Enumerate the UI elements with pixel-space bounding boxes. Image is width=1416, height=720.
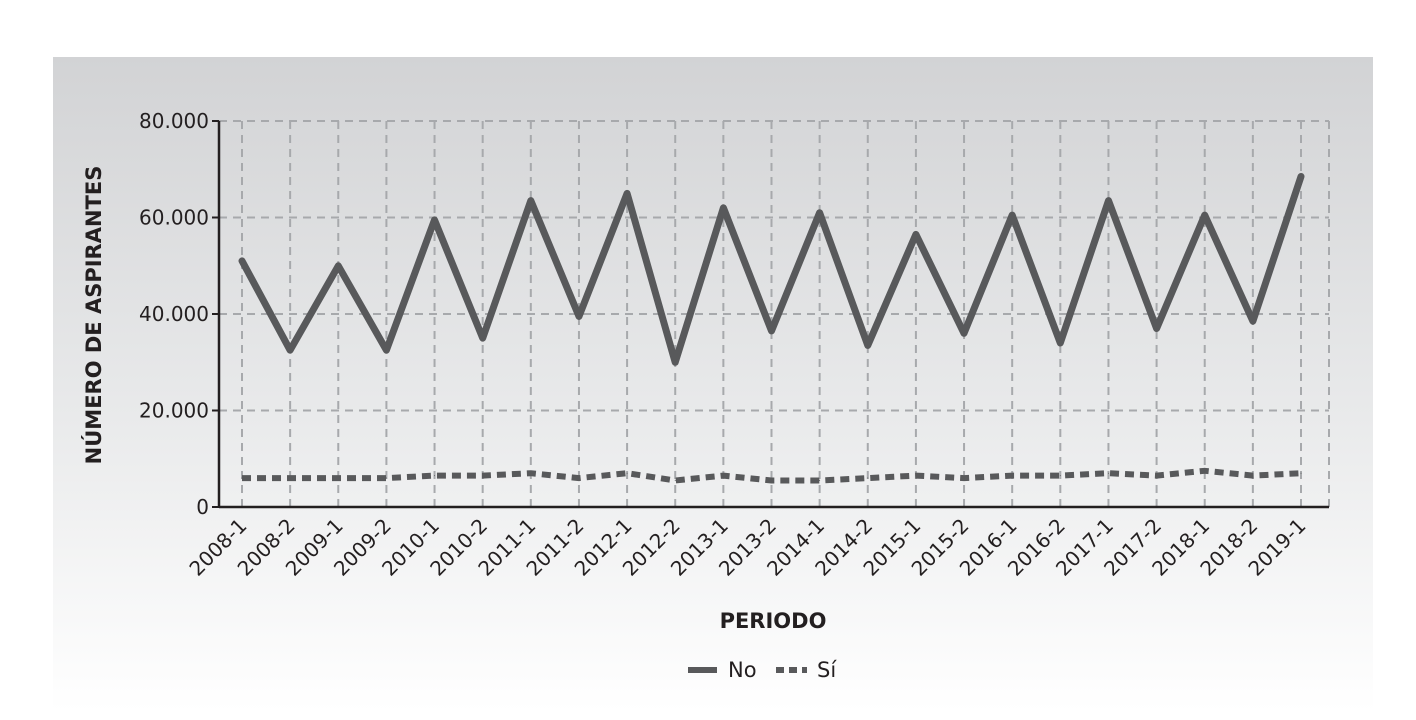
legend: No Sí xyxy=(688,658,837,682)
y-axis-title: NÚMERO DE ASPIRANTES xyxy=(81,166,106,465)
line-chart: 0 20.000 40.000 60.000 80.000 2008-12008-220… xyxy=(81,109,1330,682)
data-point xyxy=(385,349,387,351)
data-point xyxy=(337,477,339,479)
data-point xyxy=(337,265,339,267)
y-tick-label: 80.000 xyxy=(139,109,209,133)
data-point xyxy=(626,472,628,474)
data-point xyxy=(867,477,869,479)
data-point xyxy=(1107,200,1109,202)
data-point xyxy=(1059,475,1061,477)
data-point xyxy=(434,475,436,477)
data-point xyxy=(963,477,965,479)
data-point xyxy=(722,475,724,477)
y-tick-labels: 0 20.000 40.000 60.000 80.000 xyxy=(139,109,209,519)
data-point xyxy=(819,479,821,481)
data-point xyxy=(530,200,532,202)
data-point xyxy=(482,475,484,477)
data-point xyxy=(1300,175,1302,177)
data-point xyxy=(289,477,291,479)
y-tick-label: 0 xyxy=(196,495,209,519)
data-point xyxy=(1300,472,1302,474)
data-point xyxy=(530,472,532,474)
data-point xyxy=(385,477,387,479)
y-tick-label: 20.000 xyxy=(139,399,209,423)
data-point xyxy=(1204,214,1206,216)
data-point xyxy=(819,212,821,214)
data-point xyxy=(1011,214,1013,216)
series-lines xyxy=(238,173,1305,484)
data-point xyxy=(241,477,243,479)
data-point xyxy=(867,344,869,346)
legend-label-si: Sí xyxy=(817,658,837,682)
data-point xyxy=(1156,327,1158,329)
data-point xyxy=(963,332,965,334)
data-point xyxy=(674,479,676,481)
data-point xyxy=(771,330,772,332)
chart-panel: 0 20.000 40.000 60.000 80.000 2008-1 2008-2 20… xyxy=(53,57,1373,712)
x-tick-labels: 2008-12008-22009-12009-22010-12010-22011… xyxy=(184,514,1310,581)
legend-label-no: No xyxy=(728,658,757,682)
axes xyxy=(212,120,1329,509)
data-point xyxy=(1107,472,1109,474)
data-point xyxy=(1204,470,1206,472)
data-point xyxy=(771,479,772,481)
data-point xyxy=(915,475,917,477)
data-point xyxy=(578,315,580,317)
data-point xyxy=(1059,342,1061,344)
y-tick-label: 40.000 xyxy=(139,302,209,326)
data-point xyxy=(1252,475,1254,477)
data-point xyxy=(1011,475,1013,477)
data-point xyxy=(1156,475,1158,477)
data-point xyxy=(241,260,243,262)
data-point xyxy=(915,233,917,235)
data-point xyxy=(434,219,436,221)
data-point xyxy=(578,477,580,479)
data-point xyxy=(722,207,724,209)
data-point xyxy=(1252,320,1254,322)
y-tick-label: 60.000 xyxy=(139,206,209,230)
grid-lines xyxy=(219,120,1330,507)
data-point xyxy=(626,192,628,194)
data-point xyxy=(674,361,676,363)
data-point xyxy=(289,349,291,351)
x-axis-title: PERIODO xyxy=(720,609,827,633)
data-point xyxy=(482,337,484,339)
